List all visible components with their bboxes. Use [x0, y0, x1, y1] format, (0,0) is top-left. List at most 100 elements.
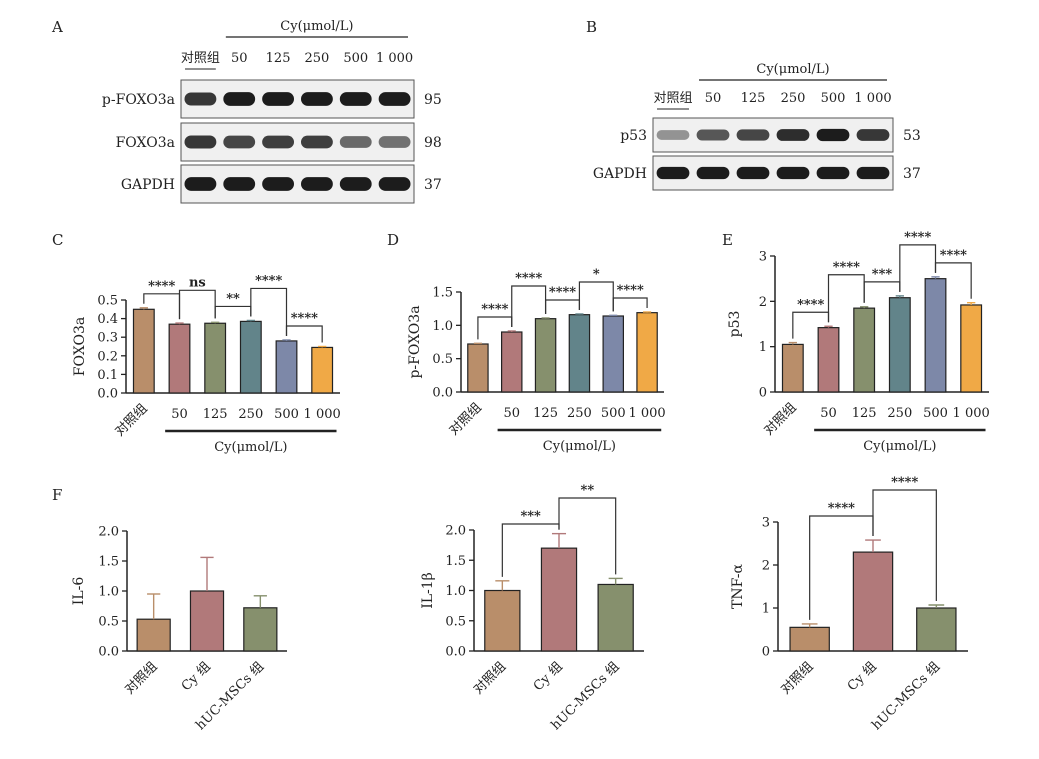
group-label: Cy(μmol/L) [214, 440, 287, 455]
x-tick-label: Cy 组 [179, 659, 214, 694]
blot-frame [180, 122, 415, 162]
x-tick-label: 对照组 [447, 400, 485, 438]
significance-label: **** [828, 501, 855, 516]
bar [597, 583, 634, 652]
lane-label: 对照组 [653, 91, 692, 106]
blot-frame [652, 117, 894, 153]
bar [853, 307, 876, 393]
significance-label: **** [833, 260, 860, 275]
y-tick-label: 2.0 [98, 525, 119, 540]
bar [781, 343, 804, 393]
blot-frame [652, 155, 894, 191]
blot-band [856, 129, 890, 141]
blot-band [656, 130, 690, 140]
bar [132, 308, 155, 394]
blot-band [300, 135, 333, 149]
blot-kda-label: 53 [903, 128, 921, 144]
blot-band [656, 166, 690, 180]
significance-bracket [899, 244, 937, 292]
x-tick-label: 250 [887, 406, 912, 421]
lane-label: 500 [821, 91, 846, 106]
blot-band [339, 177, 372, 191]
significance-bracket [544, 299, 581, 314]
significance-label: **** [797, 297, 824, 312]
x-tick-label: 1 000 [628, 406, 665, 421]
y-axis-label: TNF-α [730, 564, 746, 609]
significance-label: **** [904, 230, 931, 245]
significance-bracket [872, 489, 937, 601]
bar-chart-p-foxo3a: 0.0 0.5 1.0 1.5 p-FOXO3a 对照组 50 125 250 500 1 000 C… [407, 267, 666, 454]
bar [204, 322, 227, 394]
significance-label: **** [617, 283, 644, 298]
bar [239, 320, 262, 394]
blot-band [856, 166, 890, 180]
y-axis-label: IL-1β [420, 572, 436, 609]
y-tick-label: 0.3 [97, 331, 118, 346]
group-label: Cy(μmol/L) [280, 19, 353, 34]
blot-kda-label: 98 [424, 135, 442, 151]
lane-label: 1 000 [854, 91, 891, 106]
lane-label: 500 [343, 51, 368, 66]
blot-band [339, 92, 372, 106]
y-tick-label: 0 [762, 645, 770, 660]
blot-frame [180, 79, 415, 119]
blot-band [816, 166, 850, 180]
y-tick-label: 0.0 [98, 645, 119, 660]
y-tick-label: 1.0 [445, 584, 466, 599]
western-blot-a: 对照组 50 125 250 500 1 000 Cy(μmol/L) p-FOXO3a 95 F… [102, 19, 442, 204]
significance-bracket [558, 497, 617, 575]
x-tick-label: 50 [171, 407, 188, 422]
y-tick-label: 1 [762, 602, 770, 617]
blot-band [339, 136, 372, 148]
y-tick-label: 3 [759, 250, 767, 265]
blot-kda-label: 37 [424, 177, 442, 193]
significance-label: ** [226, 291, 240, 306]
y-axis-label: p53 [727, 311, 743, 338]
lane-label: 1 000 [376, 51, 413, 66]
blot-row-label: GAPDH [121, 177, 175, 193]
significance-label: **** [148, 279, 175, 294]
x-tick-label: Cy 组 [845, 659, 880, 694]
significance-bracket [578, 281, 614, 312]
bar [501, 331, 523, 393]
blot-band [262, 92, 295, 106]
y-tick-label: 0.0 [97, 387, 118, 402]
y-tick-label: 2 [762, 559, 770, 574]
blot-band [184, 177, 217, 191]
bar [817, 327, 840, 393]
y-tick-label: 1.5 [98, 555, 119, 570]
y-tick-label: 0.5 [432, 352, 453, 367]
y-tick-label: 3 [762, 516, 770, 531]
blot-band [262, 177, 295, 191]
blot-band [184, 135, 217, 149]
bar [168, 323, 191, 394]
significance-label: *** [872, 267, 893, 282]
panel-label-b: B [586, 18, 597, 36]
significance-label: ** [581, 483, 595, 498]
bar [311, 346, 334, 394]
x-tick-label: 50 [820, 406, 837, 421]
x-tick-label: 250 [238, 407, 263, 422]
blot-row-label: GAPDH [593, 166, 647, 182]
y-axis-label: IL-6 [71, 577, 87, 606]
y-axis-label: FOXO3a [72, 317, 88, 376]
lane-label: 250 [305, 51, 330, 66]
lane-label: 125 [266, 51, 291, 66]
bar [789, 626, 830, 652]
blot-band [696, 166, 730, 180]
significance-bracket [178, 289, 216, 320]
y-tick-label: 1.5 [445, 554, 466, 569]
lane-label: 50 [231, 51, 248, 66]
blot-band [300, 92, 333, 106]
panel-label-c: C [52, 231, 63, 249]
bar [540, 547, 578, 652]
bar [275, 340, 298, 394]
significance-label: **** [291, 311, 318, 326]
panel-label-e: E [722, 231, 733, 249]
bar [888, 297, 911, 393]
group-label: Cy(μmol/L) [756, 62, 829, 77]
